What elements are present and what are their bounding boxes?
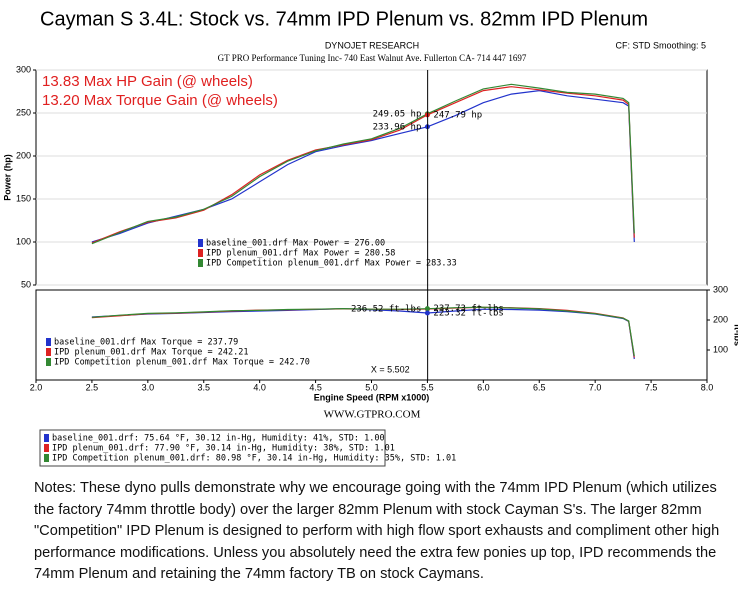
legend-entry: IPD Competition plenum_001.drf Max Power… bbox=[206, 259, 457, 269]
annotation-label: 249.05 hp bbox=[373, 109, 422, 119]
legend-swatch bbox=[198, 249, 203, 257]
x-tick-label: 4.0 bbox=[253, 382, 266, 392]
legend-swatch bbox=[44, 434, 49, 442]
x-tick-label: 8.0 bbox=[701, 382, 714, 392]
x-tick-label: 7.0 bbox=[589, 382, 602, 392]
series-line bbox=[91, 306, 635, 357]
y-tick-label: 300 bbox=[16, 64, 31, 74]
x-axis-label: Engine Speed (RPM x1000) bbox=[314, 392, 430, 402]
annotation-label: 233.96 hp bbox=[373, 122, 422, 132]
x-tick-label: 5.5 bbox=[421, 382, 434, 392]
legend-swatch bbox=[198, 259, 203, 267]
gain-note: 13.83 Max HP Gain (@ wheels) bbox=[42, 73, 253, 90]
annotation-label: 247.79 hp bbox=[433, 110, 482, 120]
legend-entry: baseline_001.drf Max Power = 276.00 bbox=[206, 239, 385, 249]
website: WWW.GTPRO.COM bbox=[324, 409, 421, 421]
annotation-label: 236.52 ft-lbs bbox=[351, 305, 421, 315]
gain-note: 13.20 Max Torque Gain (@ wheels) bbox=[42, 92, 278, 109]
condition: IPD plenum_001.drf: 77.90 °F, 30.14 in-H… bbox=[52, 444, 395, 454]
legend-swatch bbox=[44, 444, 49, 452]
condition: IPD Competition plenum_001.drf: 80.98 °F… bbox=[52, 454, 456, 464]
annotation-label: 223.32 ft-lbs bbox=[433, 309, 503, 319]
y-tick-label: 200 bbox=[713, 314, 728, 324]
y-tick-label: 50 bbox=[21, 279, 31, 289]
settings: CF: STD Smoothing: 5 bbox=[615, 40, 706, 50]
x-tick-label: 7.5 bbox=[645, 382, 658, 392]
x-tick-label: 2.0 bbox=[30, 382, 43, 392]
y-tick-label: 150 bbox=[16, 193, 31, 203]
legend-swatch bbox=[44, 454, 49, 462]
legend-swatch bbox=[46, 358, 51, 366]
condition: baseline_001.drf: 75.64 °F, 30.12 in-Hg,… bbox=[52, 434, 385, 444]
y-axis-label: Power (hp) bbox=[2, 154, 12, 201]
legend-swatch bbox=[46, 338, 51, 346]
dyno-name: DYNOJET RESEARCH bbox=[325, 40, 419, 50]
y-axis-label: ft-lbs bbox=[733, 324, 738, 346]
y-tick-label: 300 bbox=[713, 284, 728, 294]
legend-swatch bbox=[198, 239, 203, 247]
title: Cayman S 3.4L: Stock vs. 74mm IPD Plenum… bbox=[40, 8, 648, 30]
legend-entry: IPD plenum_001.drf Max Torque = 242.21 bbox=[54, 348, 248, 358]
y-tick-label: 100 bbox=[713, 344, 728, 354]
x-tick-label: 2.5 bbox=[86, 382, 99, 392]
annotation-point bbox=[424, 306, 430, 312]
cursor-label: X = 5.502 bbox=[371, 364, 410, 374]
y-tick-label: 250 bbox=[16, 107, 31, 117]
y-tick-label: 100 bbox=[16, 236, 31, 246]
x-tick-label: 3.0 bbox=[142, 382, 155, 392]
series-line bbox=[91, 83, 635, 245]
legend-swatch bbox=[46, 348, 51, 356]
legend-entry: IPD plenum_001.drf Max Power = 280.58 bbox=[206, 249, 395, 259]
annotation-label: 237.73 ft-lbs bbox=[433, 304, 503, 314]
conditions-box bbox=[39, 429, 386, 467]
notes: Notes: These dyno pulls demonstrate why … bbox=[34, 480, 720, 582]
y-tick-label: 200 bbox=[16, 150, 31, 160]
shop: GT PRO Performance Tuning Inc- 740 East … bbox=[218, 53, 527, 63]
x-tick-label: 3.5 bbox=[197, 382, 210, 392]
series-line bbox=[91, 86, 635, 244]
x-tick-label: 6.5 bbox=[533, 382, 546, 392]
chart: Cayman S 3.4L: Stock vs. 74mm IPD Plenum… bbox=[2, 8, 738, 467]
x-tick-label: 4.5 bbox=[309, 382, 322, 392]
legend-entry: baseline_001.drf Max Torque = 237.79 bbox=[54, 338, 238, 348]
x-tick-label: 6.0 bbox=[477, 382, 490, 392]
x-tick-label: 5.0 bbox=[365, 382, 378, 392]
annotation-point bbox=[424, 310, 430, 316]
legend-entry: IPD Competition plenum_001.drf Max Torqu… bbox=[54, 358, 310, 368]
